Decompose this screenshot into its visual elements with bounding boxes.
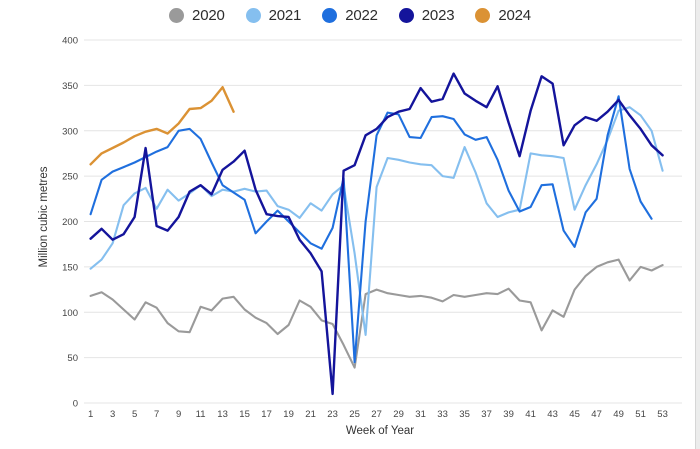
x-tick-label-29: 29 — [393, 409, 404, 420]
y-tick-label-150: 150 — [62, 262, 78, 273]
series-line-2022 — [89, 95, 653, 364]
x-tick-label-43: 43 — [547, 409, 558, 420]
x-tick-label-1: 1 — [88, 409, 93, 420]
x-tick-label-23: 23 — [327, 409, 338, 420]
window-edge-divider — [695, 0, 700, 449]
legend-item-2020[interactable]: 2020 — [169, 7, 225, 24]
y-tick-label-50: 50 — [67, 353, 78, 364]
legend-label-2024: 2024 — [498, 7, 531, 24]
x-tick-label-25: 25 — [349, 409, 360, 420]
x-tick-label-45: 45 — [569, 409, 580, 420]
legend-dot-2021 — [245, 8, 261, 23]
x-tick-label-5: 5 — [132, 409, 137, 420]
x-tick-label-49: 49 — [613, 409, 624, 420]
series-line-2021 — [89, 106, 664, 336]
y-tick-label-100: 100 — [62, 308, 78, 319]
x-tick-label-9: 9 — [176, 409, 181, 420]
y-tick-label-200: 200 — [62, 217, 78, 228]
legend-item-2024[interactable]: 2024 — [475, 7, 531, 24]
legend-item-2023[interactable]: 2023 — [398, 7, 455, 24]
x-axis-title: Week of Year — [345, 425, 415, 437]
x-tick-label-37: 37 — [481, 409, 492, 420]
series-line-2023 — [89, 72, 664, 396]
x-tick-label-7: 7 — [154, 409, 159, 420]
legend-dot-2020 — [169, 8, 185, 23]
legend-label-2022: 2022 — [345, 7, 378, 24]
y-tick-label-350: 350 — [62, 81, 78, 92]
legend-dot-2024 — [475, 8, 491, 23]
x-tick-label-33: 33 — [437, 409, 448, 420]
chart-legend: 2020 2021 2022 2023 2024 — [0, 7, 700, 24]
legend-item-2022[interactable]: 2022 — [322, 7, 378, 24]
y-tick-label-0: 0 — [73, 399, 78, 410]
x-tick-label-35: 35 — [459, 409, 470, 420]
x-tick-label-47: 47 — [591, 409, 602, 420]
legend-label-2021: 2021 — [268, 7, 302, 24]
series-line-2024 — [89, 85, 235, 166]
x-tick-label-51: 51 — [635, 409, 646, 420]
x-tick-label-21: 21 — [305, 409, 316, 420]
legend-label-2023: 2023 — [421, 7, 455, 24]
x-tick-label-11: 11 — [196, 409, 206, 420]
y-axis-title: Million cubic metres — [38, 166, 50, 268]
x-tick-label-27: 27 — [371, 409, 382, 420]
x-tick-label-31: 31 — [415, 409, 426, 420]
x-tick-label-15: 15 — [239, 409, 250, 420]
x-tick-label-41: 41 — [525, 409, 536, 420]
legend-dot-2022 — [322, 8, 338, 23]
x-tick-label-53: 53 — [657, 409, 668, 420]
x-tick-label-39: 39 — [503, 409, 514, 420]
y-tick-label-300: 300 — [62, 126, 78, 137]
x-tick-label-13: 13 — [217, 409, 228, 420]
y-tick-label-400: 400 — [62, 36, 78, 47]
legend-label-2020: 2020 — [192, 7, 225, 24]
legend-item-2021[interactable]: 2021 — [245, 7, 302, 24]
x-tick-label-19: 19 — [283, 409, 294, 420]
y-tick-label-250: 250 — [62, 172, 78, 183]
x-tick-label-17: 17 — [261, 409, 272, 420]
x-tick-label-3: 3 — [110, 409, 115, 420]
legend-dot-2023 — [398, 8, 414, 23]
series-line-2020 — [89, 258, 664, 369]
